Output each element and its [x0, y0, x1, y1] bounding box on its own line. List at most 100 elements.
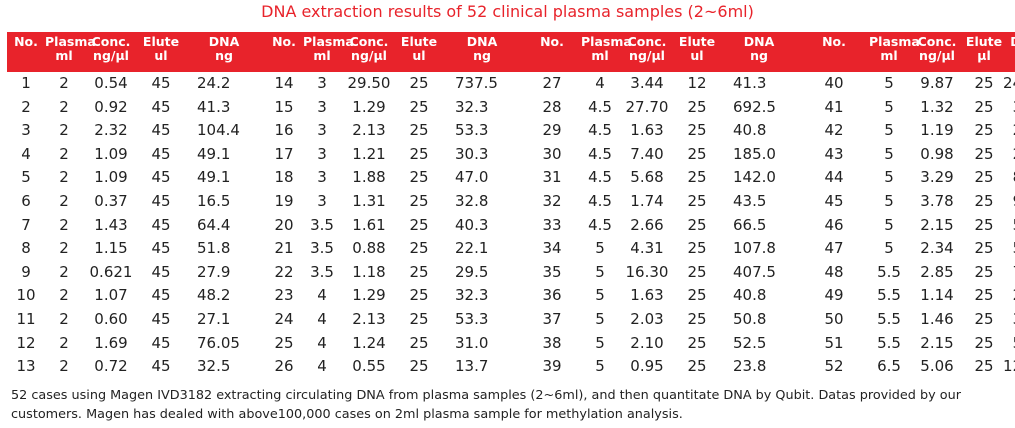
cell-plasma: 2: [59, 144, 69, 163]
cell-plasma: 4: [595, 74, 605, 92]
cell-no: 11: [16, 309, 36, 328]
header-conc-3: Conc. ng/μl: [619, 32, 675, 72]
cell-plasma: 5: [595, 239, 605, 258]
cell-conc: 2.15: [920, 215, 954, 234]
cell-elute: 25: [409, 333, 429, 352]
cell-plasma: 2: [59, 168, 69, 187]
cell-elute: 45: [151, 121, 171, 140]
header-label: No.: [540, 34, 564, 49]
header-label: Elute: [142, 34, 180, 49]
cell-elute: 25: [687, 357, 707, 376]
cell-no: 39: [542, 357, 562, 376]
cell-no: 24: [274, 309, 294, 328]
cell-plasma: 5: [884, 144, 894, 163]
cell-dna: 53.8: [1003, 214, 1015, 238]
header-no-2: No.: [265, 32, 303, 72]
cell-elute: 25: [409, 309, 429, 328]
header-unit: ul: [412, 48, 426, 63]
cell-elute: 25: [687, 262, 707, 281]
cell-conc: 29.50: [347, 74, 391, 92]
cell-elute: 25: [687, 286, 707, 305]
cell-no: 43: [824, 144, 844, 163]
cell-plasma: 4.5: [588, 97, 612, 116]
cell-conc: 1.31: [352, 191, 386, 210]
cell-dna: 107.8: [733, 239, 776, 258]
cell-dna: 27.1: [197, 309, 231, 328]
table-row: 13 2 0.72 45 32.5 26 4 0.55 25 13.7 39 5 0.95 25 23.8 5…: [7, 355, 1015, 379]
cell-conc: 9.87: [920, 74, 954, 92]
cell-dna: 28.5: [1003, 284, 1015, 308]
header-plasma-3: Plasma ml: [581, 32, 632, 72]
header-conc-1: Conc. ng/μl: [83, 32, 139, 72]
cell-no: 38: [542, 333, 562, 352]
header-unit: μl: [977, 48, 991, 63]
cell-elute: 25: [974, 121, 994, 140]
cell-plasma: 2: [59, 357, 69, 376]
cell-dna: 29.8: [1003, 119, 1015, 143]
cell-plasma: 4.5: [588, 121, 612, 140]
cell-dna: 142.0: [733, 168, 776, 187]
header-dna-3: DNA ng: [719, 32, 799, 72]
header-unit: ng: [750, 48, 768, 63]
table-row: 11 2 0.60 45 27.1 24 4 2.13 25 53.3 37 5 2.03 25 50.8 5…: [7, 308, 1015, 332]
cell-conc: 0.60: [94, 309, 128, 328]
cell-plasma: 2: [59, 309, 69, 328]
cell-no: 21: [274, 239, 294, 258]
cell-no: 27: [542, 74, 562, 92]
cell-conc: 0.37: [94, 191, 128, 210]
cell-dna: 32.3: [455, 97, 489, 116]
table-row: 5 2 1.09 45 49.1 18 3 1.88 25 47.0 31 4.5 5.68 25 142.…: [7, 166, 1015, 190]
cell-no: 46: [824, 215, 844, 234]
cell-conc: 1.24: [352, 333, 386, 352]
cell-dna: 246.8: [1003, 74, 1015, 92]
cell-elute: 45: [151, 97, 171, 116]
cell-elute: 45: [151, 309, 171, 328]
header-unit: ul: [690, 48, 704, 63]
cell-elute: 45: [151, 239, 171, 258]
table-body: 1 2 0.54 45 24.2 14 3 29.50 25 737.5 27 4 3.44 12 41.3…: [7, 72, 1015, 379]
cell-dna: 104.4: [197, 121, 240, 140]
cell-no: 51: [824, 333, 844, 352]
cell-plasma: 5.5: [877, 309, 901, 328]
cell-no: 2: [21, 97, 31, 116]
cell-no: 42: [824, 121, 844, 140]
cell-dna: 185.0: [733, 144, 776, 163]
results-table-container: No. Plasma ml Conc. ng/μl Elute ul DNA ng No. Plas…: [7, 32, 1015, 379]
cell-no: 8: [21, 239, 31, 258]
cell-elute: 25: [974, 74, 994, 92]
cell-elute: 25: [687, 144, 707, 163]
cell-plasma: 5: [884, 168, 894, 187]
cell-conc: 1.18: [352, 262, 386, 281]
cell-dna: 407.5: [733, 262, 776, 281]
table-row: 4 2 1.09 45 49.1 17 3 1.21 25 30.3 30 4.5 7.40 25 185.…: [7, 143, 1015, 167]
cell-dna: 48.2: [197, 286, 231, 305]
cell-conc: 1.69: [94, 333, 128, 352]
cell-conc: 16.30: [625, 262, 669, 281]
header-label: No.: [14, 34, 38, 49]
cell-elute: 25: [974, 144, 994, 163]
cell-elute: 25: [409, 121, 429, 140]
cell-conc: 1.29: [352, 286, 386, 305]
cell-no: 49: [824, 286, 844, 305]
cell-dna: 40.8: [733, 286, 767, 305]
cell-no: 35: [542, 262, 562, 281]
cell-conc: 1.63: [630, 121, 664, 140]
header-label: DNA: [743, 34, 775, 49]
cell-elute: 25: [687, 121, 707, 140]
header-label: Plasma: [869, 34, 920, 49]
cell-conc: 0.621: [89, 262, 133, 281]
cell-dna: 32.8: [455, 191, 489, 210]
cell-plasma: 3.5: [310, 215, 334, 234]
cell-no: 33: [542, 215, 562, 234]
header-label: Conc.: [349, 34, 389, 49]
cell-dna: 41.3: [197, 97, 231, 116]
cell-dna: 49.1: [197, 168, 231, 187]
header-no-1: No.: [7, 32, 45, 72]
cell-no: 15: [274, 97, 294, 116]
cell-elute: 25: [974, 97, 994, 116]
cell-no: 29: [542, 121, 562, 140]
cell-elute: 25: [974, 262, 994, 281]
cell-plasma: 5: [595, 309, 605, 328]
cell-dna: 32.3: [455, 286, 489, 305]
header-label: Elute: [678, 34, 716, 49]
